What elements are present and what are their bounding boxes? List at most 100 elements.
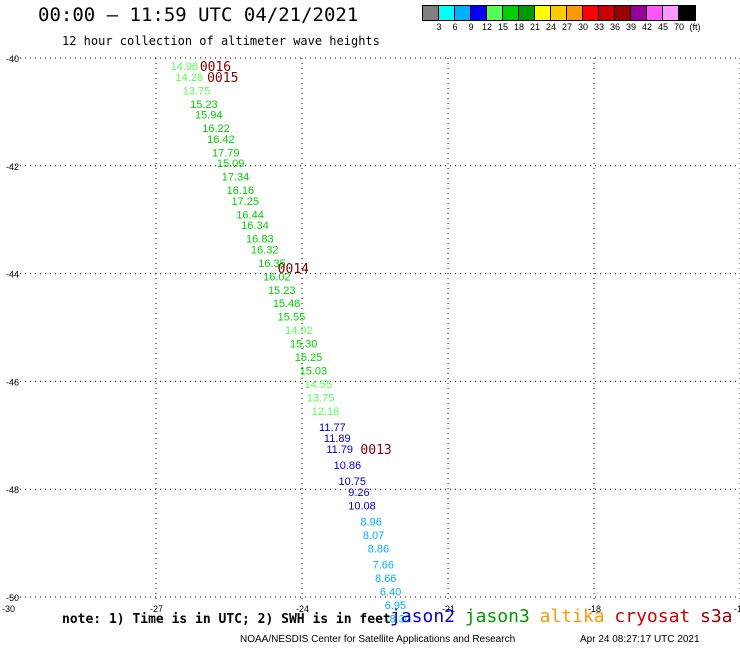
wave-height-value: 7.66 [373, 560, 394, 572]
legend-swatch [567, 6, 583, 20]
wave-height-value: 9.26 [348, 487, 369, 499]
wave-height-value: 11.77 [319, 422, 346, 434]
wave-height-value: 11.79 [326, 444, 353, 456]
wave-height-value: 14.98 [171, 61, 199, 73]
map-subtitle: 12 hour collection of altimeter wave hei… [62, 34, 380, 48]
wave-height-value: 16.83 [246, 234, 274, 246]
wave-height-value: 15.48 [273, 298, 301, 310]
legend-swatch [487, 6, 503, 20]
legend-swatch [439, 6, 455, 20]
legend-label: 9 [468, 22, 474, 32]
wave-height-value: 8.66 [375, 573, 396, 585]
legend-swatch [551, 6, 567, 20]
wave-height-value: 14.26 [175, 72, 203, 84]
wave-height-value: 16.42 [207, 134, 235, 146]
credit-line: NOAA/NESDIS Center for Satellite Applica… [240, 634, 516, 645]
wave-height-value: 10.08 [348, 500, 376, 512]
legend-label: 12 [481, 22, 492, 32]
wave-height-value: 16.35 [258, 258, 286, 270]
map-grid [10, 57, 740, 600]
legend-label: 3 [436, 22, 442, 32]
wave-height-value: 17.34 [222, 172, 250, 184]
wave-height-value: 15.23 [190, 99, 218, 111]
satellite-name: cryosat [614, 606, 691, 627]
observation-labels: 14.9814.2613.7515.2315.9416.2216.4217.79… [171, 61, 411, 625]
wave-height-value: 14.92 [285, 325, 313, 337]
satellite-name: s3a [700, 606, 733, 627]
satellite-name: jason3 [464, 606, 530, 627]
wave-height-value: 16.16 [227, 185, 255, 197]
footer-note: note: 1) Time is in UTC; 2) SWH is in fe… [62, 612, 391, 627]
legend-label: (ft) [689, 22, 701, 32]
wave-height-value: 15.03 [300, 366, 328, 378]
legend-swatch [631, 6, 647, 20]
wave-height-value: 16.32 [251, 244, 279, 256]
latitude-tick-label: -40 [6, 54, 19, 64]
longitude-tick-label: -15 [734, 604, 740, 614]
legend-label: 27 [561, 22, 572, 32]
legend-label: 33 [593, 22, 604, 32]
wave-height-value: 17.25 [231, 196, 259, 208]
longitude-tick-label: -27 [150, 604, 163, 614]
track-id-label: 0016 [200, 60, 231, 75]
legend-label: 18 [513, 22, 524, 32]
longitude-tick-label: -18 [588, 604, 601, 614]
wave-height-value: 13.75 [183, 85, 211, 97]
wave-height-value: 15.30 [290, 339, 318, 351]
wave-height-value: 11.89 [324, 433, 351, 445]
legend-label: 45 [657, 22, 668, 32]
corner-lon-label: -30 [2, 604, 15, 614]
latitude-tick-label: -50 [6, 593, 19, 603]
legend-label: 24 [545, 22, 556, 32]
wave-height-value: 15.94 [195, 110, 223, 122]
color-legend [422, 5, 696, 21]
wave-height-value: 15.55 [278, 312, 306, 324]
longitude-tick-label: -21 [442, 604, 455, 614]
legend-swatch [503, 6, 519, 20]
wave-height-value: 6.40 [380, 587, 401, 599]
legend-label: 39 [625, 22, 636, 32]
latitude-tick-label: -44 [6, 270, 19, 280]
wave-height-value: 6.95 [385, 600, 406, 612]
legend-swatch [455, 6, 471, 20]
legend-label: 70 [673, 22, 684, 32]
legend-swatch [535, 6, 551, 20]
wave-height-value: 8.30 [390, 614, 411, 626]
satellite-name: jason2 [390, 606, 456, 627]
track-id-label: 0013 [360, 443, 391, 458]
legend-swatch [519, 6, 535, 20]
longitude-tick-label: -24 [296, 604, 309, 614]
legend-swatch [647, 6, 663, 20]
legend-label: 30 [577, 22, 588, 32]
axis-labels: -40 -42 -44 -46 -48 -50 -27 -24 -21 -18 -15 -30 [2, 54, 740, 614]
legend-label: 36 [609, 22, 620, 32]
legend-swatch [663, 6, 679, 20]
generation-timestamp: Apr 24 08:27:17 UTC 2021 [580, 634, 700, 645]
wave-height-value: 14.55 [304, 379, 332, 391]
wave-height-value: 15.23 [268, 285, 296, 297]
legend-label: 42 [641, 22, 652, 32]
wave-height-value: 8.86 [368, 543, 389, 555]
latitude-tick-label: -42 [6, 162, 19, 172]
wave-height-value: 16.44 [236, 209, 264, 221]
track-id-label: 0014 [278, 262, 309, 277]
legend-swatch [599, 6, 615, 20]
legend-label: 21 [529, 22, 540, 32]
wave-height-value: 15.09 [217, 158, 245, 170]
wave-height-value: 10.75 [339, 476, 367, 488]
wave-height-value: 12.16 [312, 406, 340, 418]
latitude-tick-label: -48 [6, 485, 19, 495]
wave-height-value: 16.34 [241, 220, 269, 232]
wave-height-value: 15.25 [295, 352, 323, 364]
legend-swatch [679, 6, 695, 20]
wave-height-value: 16.02 [263, 271, 291, 283]
legend-swatch [615, 6, 631, 20]
legend-label: 6 [452, 22, 458, 32]
wave-height-value: 17.79 [212, 147, 240, 159]
wave-height-value: 16.22 [202, 123, 230, 135]
legend-label: 15 [497, 22, 508, 32]
legend-swatch [583, 6, 599, 20]
wave-height-value: 13.75 [307, 393, 335, 405]
